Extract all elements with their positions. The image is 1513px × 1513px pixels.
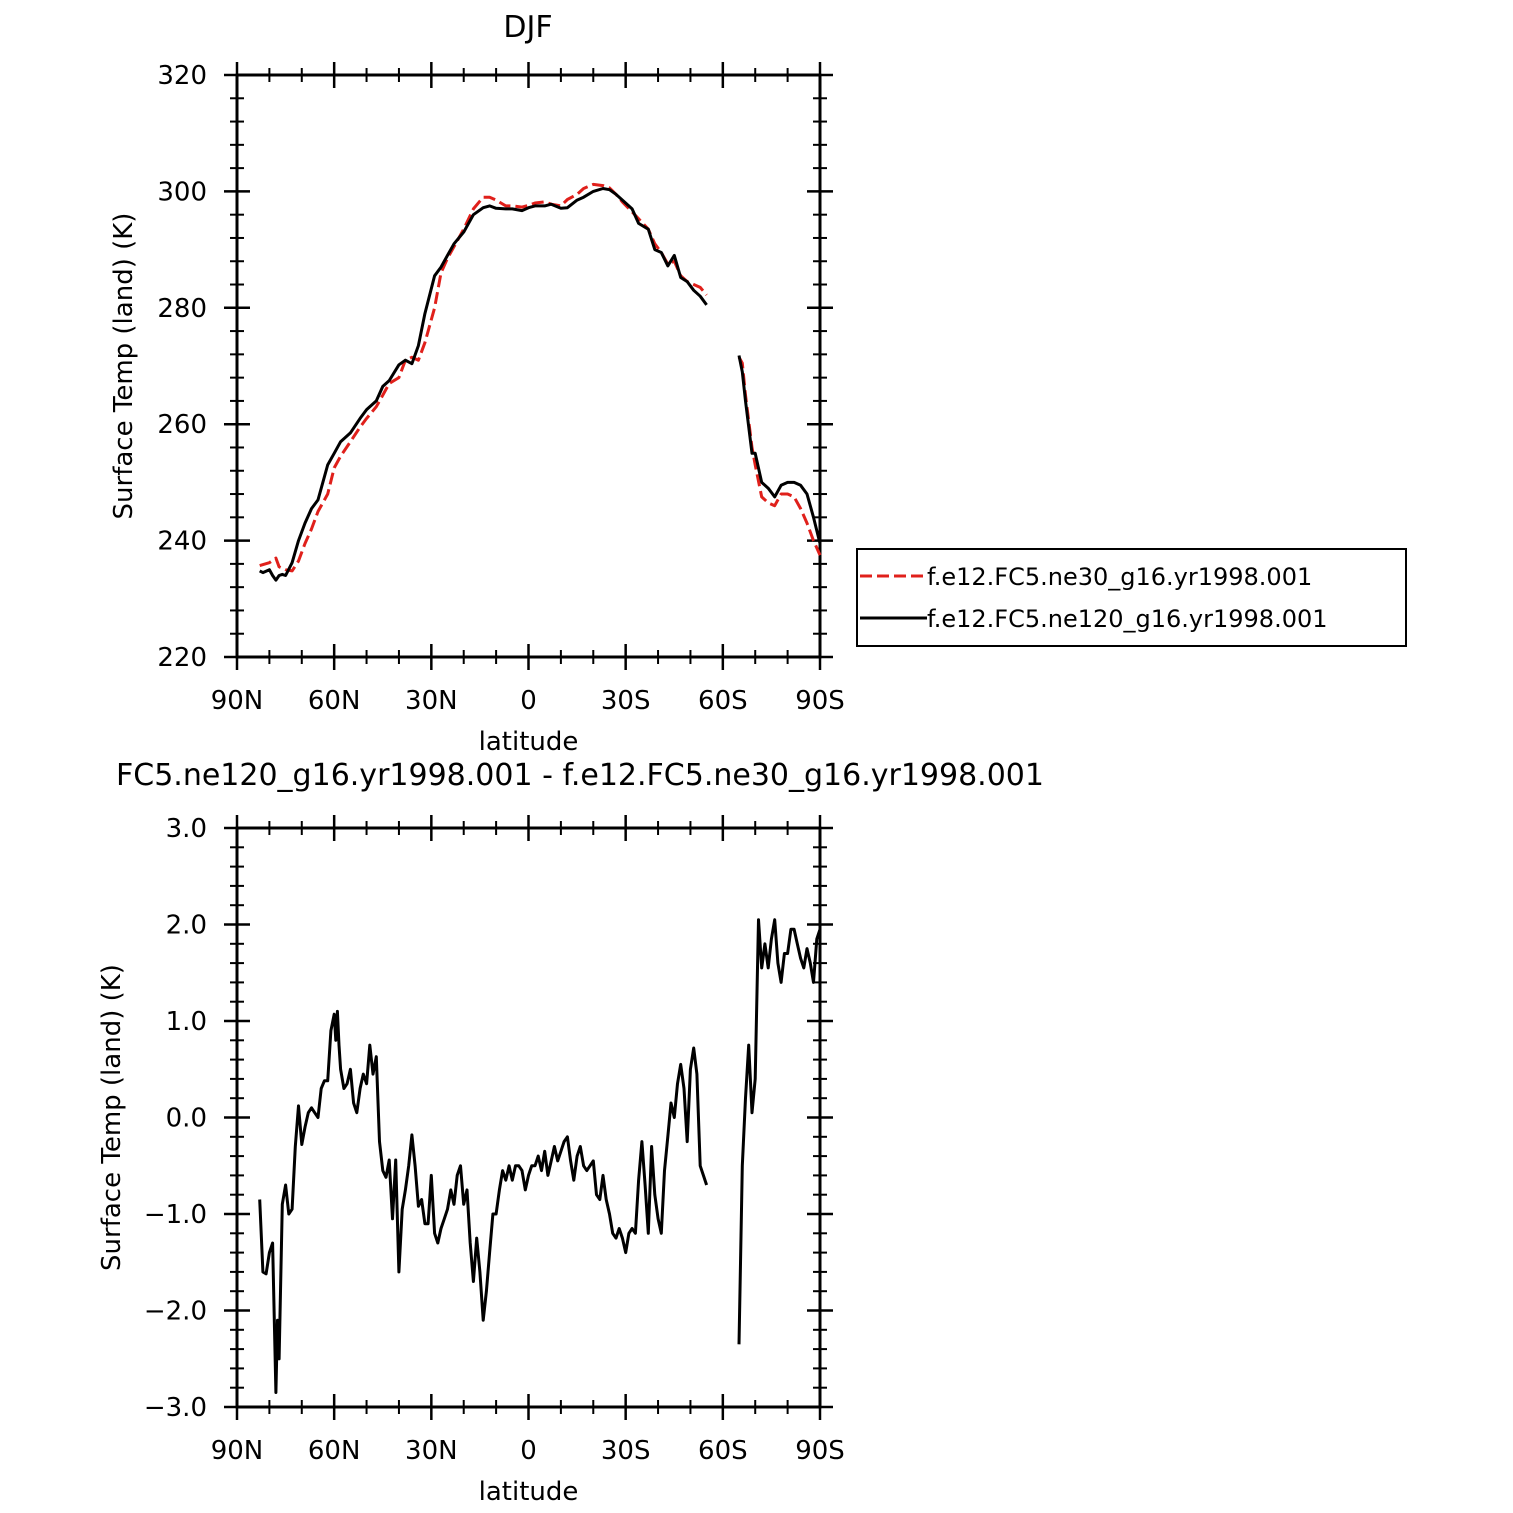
y-tick-label: 2.0 xyxy=(166,911,207,941)
y-tick-label: 260 xyxy=(157,410,207,440)
y-tick-label: 300 xyxy=(157,177,207,207)
x-tick-label: 30S xyxy=(601,686,651,716)
series-line-1-segment-1 xyxy=(259,182,708,573)
legend-box xyxy=(856,548,1407,647)
legend-label-2: f.e12.FC5.ne120_g16.yr1998.001 xyxy=(927,605,1328,633)
y-axis-title: Surface Temp (land) (K) xyxy=(97,964,127,1271)
x-tick-label: 30N xyxy=(405,1436,458,1466)
y-tick-label: 220 xyxy=(157,643,207,673)
x-tick-label: 90N xyxy=(211,686,264,716)
x-tick-label: 0 xyxy=(520,686,537,716)
y-tick-label: −2.0 xyxy=(144,1297,207,1327)
chart-panel-1: 90N 60N 30N 0 30S 60S 90S 220 240 260 280 300 320 DJF… xyxy=(109,10,1407,757)
series-line-1-segment-1 xyxy=(258,1009,709,1394)
y-tick-label: 0.0 xyxy=(166,1104,207,1134)
y-tick-label: 1.0 xyxy=(166,1007,207,1037)
x-tick-label: 30S xyxy=(601,1436,651,1466)
x-tick-label: 90S xyxy=(795,686,845,716)
legend: f.e12.FC5.ne30_g16.yr1998.001 f.e12.FC5.n… xyxy=(856,548,1407,647)
chart-title: DJF xyxy=(503,10,552,45)
x-tick-label: 0 xyxy=(520,1436,537,1466)
x-axis-title: latitude xyxy=(479,727,579,757)
plot-frame xyxy=(235,826,822,1409)
x-tick-label: 90S xyxy=(795,1436,845,1466)
y-tick-label: −3.0 xyxy=(144,1393,207,1423)
y-tick-label: 240 xyxy=(157,527,207,557)
y-tick-label: 320 xyxy=(157,61,207,91)
series-line-1-segment-2 xyxy=(737,356,822,556)
series-line-2-segment-1 xyxy=(258,187,708,582)
x-tick-label: 60S xyxy=(698,686,748,716)
series-line-2-segment-2 xyxy=(737,355,822,544)
series-line-1-segment-2 xyxy=(737,918,822,1345)
chart-panel-2: 90N 60N 30N 0 30S 60S 90S −3.0 −2.0 −1.0 0.0 1.0 2.0… xyxy=(97,758,1044,1507)
legend-label-1: f.e12.FC5.ne30_g16.yr1998.001 xyxy=(927,563,1312,591)
x-tick-label: 90N xyxy=(211,1436,264,1466)
y-axis-title: Surface Temp (land) (K) xyxy=(109,213,139,520)
x-tick-label: 60N xyxy=(308,1436,361,1466)
chart-title: FC5.ne120_g16.yr1998.001 - f.e12.FC5.ne3… xyxy=(116,758,1044,793)
x-tick-label: 60N xyxy=(308,686,361,716)
x-axis-title: latitude xyxy=(479,1477,579,1507)
y-tick-label: 3.0 xyxy=(166,814,207,844)
plot-frame xyxy=(235,73,822,659)
x-tick-label: 60S xyxy=(698,1436,748,1466)
y-tick-label: 280 xyxy=(157,294,207,324)
y-tick-label: −1.0 xyxy=(144,1200,207,1230)
x-tick-label: 30N xyxy=(405,686,458,716)
